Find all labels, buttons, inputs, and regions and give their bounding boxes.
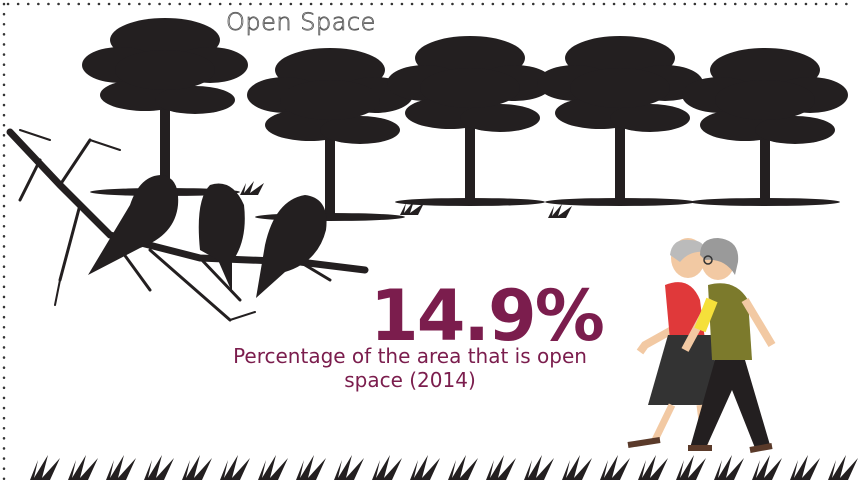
branch [6, 128, 369, 322]
grass-tuft [30, 455, 60, 480]
trees [82, 18, 848, 221]
grass-tuft [144, 455, 174, 480]
canopy [610, 104, 690, 132]
grass-tuft [182, 455, 212, 480]
grass-tuft [334, 455, 364, 480]
trunk [465, 78, 475, 200]
grass-tuft [524, 455, 554, 480]
grass-tuft [400, 201, 424, 215]
tree [537, 36, 703, 206]
grass-tuft [240, 181, 264, 195]
tree [82, 18, 248, 196]
grass-tuft [448, 455, 478, 480]
grass-tuft [752, 455, 782, 480]
birds [88, 175, 327, 298]
grass-tuft [296, 455, 326, 480]
ground [690, 198, 840, 206]
trunk [325, 90, 335, 215]
canopy [715, 80, 815, 120]
grass-tuft [600, 455, 630, 480]
canopy [460, 104, 540, 132]
grass-tuft [106, 455, 136, 480]
grass-tuft [676, 455, 706, 480]
canopy [420, 68, 520, 108]
title: Open Space [226, 8, 376, 37]
grass-tuft [410, 455, 440, 480]
grass-tuft [714, 455, 744, 480]
statistic-value: 14.9% [370, 275, 605, 357]
grass-tuft [68, 455, 98, 480]
grass-tuft [220, 455, 250, 480]
trunk [760, 90, 770, 200]
grass-tuft [562, 455, 592, 480]
elderly-couple [627, 238, 776, 453]
grass-tuft [548, 204, 572, 218]
canopy [755, 116, 835, 144]
canopy [320, 116, 400, 144]
tree [682, 48, 848, 206]
grass-tuft [790, 455, 820, 480]
tree [387, 36, 553, 206]
trunk [160, 60, 170, 190]
grass-tuft [638, 455, 668, 480]
grass-tuft [828, 455, 858, 480]
tree [247, 48, 413, 221]
trunk [615, 78, 625, 200]
ground [545, 198, 695, 206]
canopy [280, 80, 380, 120]
grass-tuft [258, 455, 288, 480]
grass [30, 181, 858, 480]
statistic-description: Percentage of the area that is open spac… [233, 344, 587, 392]
canopy [115, 50, 215, 90]
canopy [570, 68, 670, 108]
grass-tuft [372, 455, 402, 480]
canopy [155, 86, 235, 114]
ground [395, 198, 545, 206]
grass-tuft [486, 455, 516, 480]
